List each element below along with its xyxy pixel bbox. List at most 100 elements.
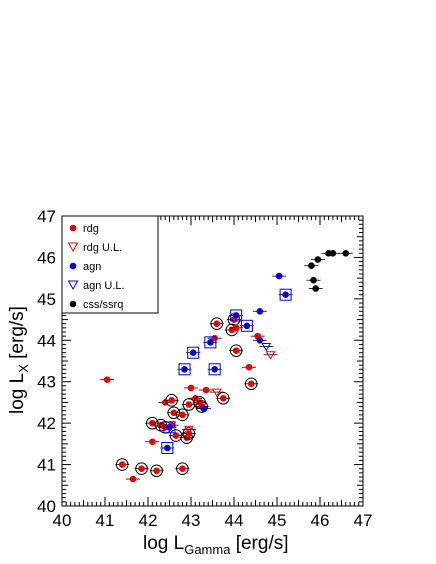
data-point [310,276,317,284]
point-ring [165,394,178,407]
point-ring [146,416,159,430]
data-point [232,312,240,319]
legend-item-rdg-ul: rdg U.L. [67,242,122,254]
point-ring [150,464,163,478]
legend-label-css-ssrq: css/ssrq [83,299,123,311]
data-point [342,249,350,257]
data-point [247,380,255,388]
point-ring [216,391,230,405]
data-point [202,386,210,394]
data-point [149,419,156,427]
point-ring [135,462,148,476]
legend-item-css-ssrq: css/ssrq [69,299,123,311]
y-tick-label: 42 [37,414,56,433]
data-point [179,411,186,419]
y-tick-label: 45 [37,290,56,309]
point-box [279,288,292,301]
series-rdg [100,313,265,483]
data-point [166,423,173,431]
upper-limit-point [265,351,276,360]
data-point [312,285,320,292]
data-point [168,397,175,404]
data-point [232,347,240,354]
legend-label-agn: agn [83,261,101,273]
y-axis-title-sub: X [16,364,31,373]
legend-marker-rdg-ul [67,242,79,253]
x-tick-label: 47 [354,511,373,530]
series-agn-u-l [259,343,274,352]
x-tick-label: 43 [182,511,201,530]
data-point [245,363,253,371]
y-axis-title: log LX [erg/s] [7,306,31,414]
data-point [138,465,145,473]
y-axis-title-unit: [erg/s] [7,306,28,364]
data-point [118,461,126,468]
point-box [208,363,221,376]
y-tick-label: 44 [37,331,56,350]
point-box [178,363,191,376]
upper-limit-point [211,388,222,398]
point-ring [229,344,243,357]
data-point [189,349,197,357]
data-point [308,262,315,270]
data-point [256,307,264,315]
data-point [207,339,214,346]
x-tick-label: 42 [139,511,158,530]
series-agn [160,272,293,454]
data-point [329,249,337,257]
data-point [211,365,218,373]
series-rdg-u-l [181,351,278,435]
data-point [200,405,208,412]
data-point [187,384,195,392]
x-axis-title-main: log L [143,533,184,554]
point-ring [176,462,189,476]
point-ring [195,400,209,413]
point-box [230,309,243,322]
y-tick-label: 43 [37,373,56,392]
x-axis-title-sub: Gamma [184,542,231,557]
y-tick-label: 46 [37,248,56,267]
axis-ticks: 40 41 42 43 44 45 46 47 40 41 42 43 44 45 46 47 [37,207,372,530]
upper-limit-point [261,343,272,352]
data-point [172,432,180,439]
x-tick-label: 41 [96,511,115,530]
data-point [149,438,156,446]
x-tick-label: 44 [225,511,244,530]
point-box [204,336,217,349]
point-ring [115,458,129,471]
legend-item-rdg: rdg [69,223,99,235]
data-point [275,272,283,280]
legend-item-agn: agn [69,261,101,273]
data-point [153,467,160,475]
data-point [219,394,227,402]
data-point [314,256,322,263]
series-css-ssrq [304,249,353,292]
point-ring [182,427,196,440]
x-tick-label: 46 [311,511,330,530]
point-ring [167,406,181,420]
x-axis-title: log LGamma [erg/s] [143,533,289,557]
y-tick-label: 47 [37,207,56,226]
point-box [161,442,174,454]
data-point [256,336,264,344]
legend-box [61,215,159,314]
y-tick-label: 40 [37,497,56,516]
data-point [213,320,221,328]
data-point [232,324,240,332]
legend-label-agn-ul: agn U.L. [83,280,125,292]
legend: rdg rdg U.L. agn agn U.L. css/ssrq [61,215,159,314]
point-ring [210,317,224,331]
data-point [179,465,186,473]
legend-marker-agn [69,262,77,270]
data-point [243,322,251,330]
data-point [170,409,178,417]
data-points [100,249,353,483]
upper-limit-point [183,425,194,435]
x-axis-title-unit: [erg/s] [230,533,288,554]
point-ring [176,408,189,422]
y-tick-label: 41 [37,456,56,475]
point-box [240,319,253,332]
legend-marker-agn-ul [67,280,79,291]
data-point [129,475,137,483]
legend-item-agn-ul: agn U.L. [67,280,125,292]
